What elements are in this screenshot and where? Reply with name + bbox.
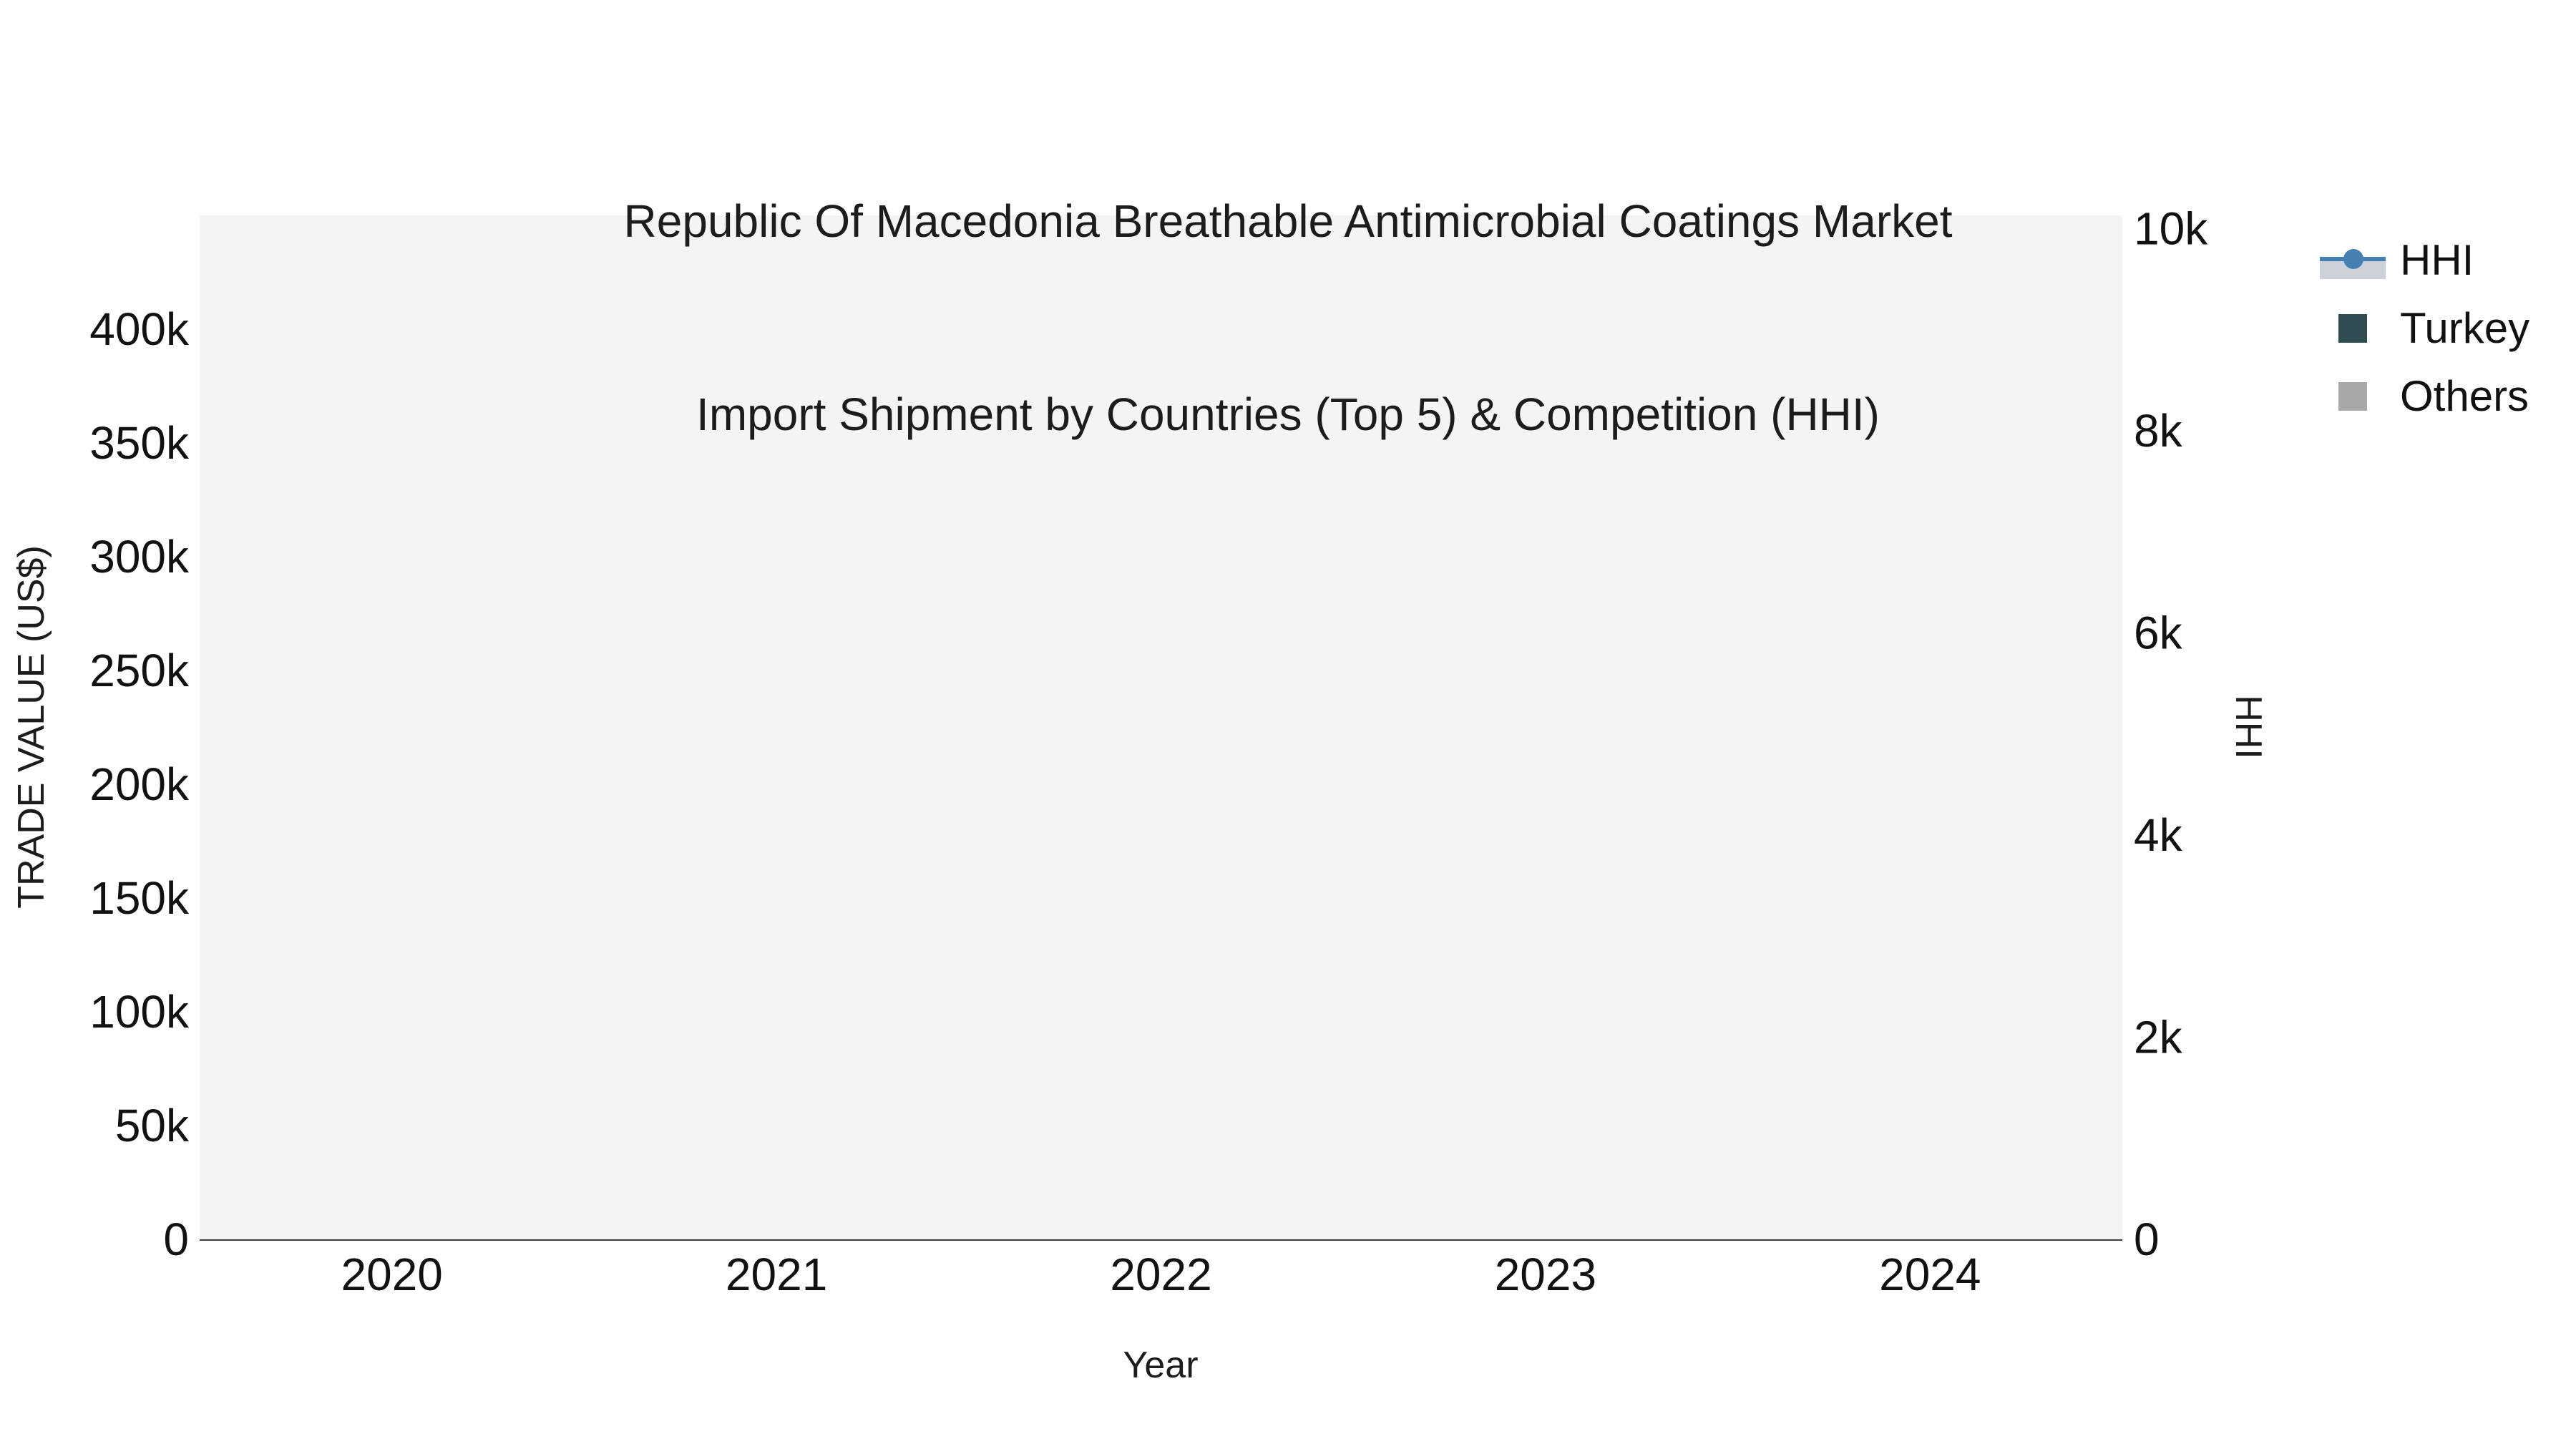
legend-item-turkey[interactable]: Turkey [2318, 294, 2529, 362]
y-left-tick: 0 [163, 1214, 189, 1265]
legend-label-others: Others [2400, 372, 2529, 420]
x-tick-2024: 2024 [1879, 1249, 1981, 1300]
x-tick-2022: 2022 [1110, 1249, 1211, 1300]
others-swatch [2338, 381, 2367, 411]
x-axis-title: Year [1123, 1345, 1199, 1386]
y-right-tick: 4k [2134, 809, 2183, 861]
legend-label-turkey: Turkey [2400, 304, 2530, 352]
x-tick-labels: 2020 2021 2022 2023 2024 [341, 1249, 1981, 1300]
y-left-tick: 200k [89, 758, 190, 810]
y-right-tick: 2k [2134, 1011, 2183, 1063]
x-tick-2020: 2020 [341, 1249, 443, 1300]
hhi-marker-swatch [2343, 248, 2363, 269]
hhi-legend-icon [2318, 235, 2390, 286]
y-left-tick: 100k [89, 986, 190, 1038]
turkey-swatch [2338, 313, 2367, 343]
y-right-tick: 8k [2134, 405, 2183, 457]
y-right-axis-title: HHI [2228, 695, 2269, 759]
y-left-tick: 50k [115, 1100, 190, 1151]
y-left-tick: 250k [89, 645, 190, 696]
y-right-tick: 0 [2134, 1214, 2160, 1265]
legend-label-hhi: HHI [2400, 236, 2474, 284]
y-left-tick: 150k [89, 872, 190, 924]
x-tick-2021: 2021 [726, 1249, 827, 1300]
y-right-tick-labels: 0 2k 4k 6k 8k 10k [2134, 203, 2208, 1265]
chart-title: Republic Of Macedonia Breathable Antimic… [0, 60, 2576, 575]
x-tick-2023: 2023 [1495, 1249, 1596, 1300]
y-left-axis-title: TRADE VALUE (US$) [11, 545, 52, 909]
y-left-tick-labels: 0 50k 100k 150k 200k 250k 300k 350k 400k [89, 303, 190, 1265]
legend: HHI Turkey Others [2318, 226, 2529, 430]
legend-item-hhi[interactable]: HHI [2318, 226, 2529, 294]
chart-title-line2: Import Shipment by Countries (Top 5) & C… [696, 389, 1880, 440]
y-left-tick: 400k [89, 303, 190, 355]
y-right-tick: 6k [2134, 607, 2183, 658]
chart-title-line1: Republic Of Macedonia Breathable Antimic… [623, 195, 1953, 247]
y-left-tick: 300k [89, 531, 190, 582]
legend-item-others[interactable]: Others [2318, 362, 2529, 430]
others-legend-icon [2318, 371, 2390, 421]
y-right-tick: 10k [2134, 203, 2208, 254]
turkey-legend-icon [2318, 303, 2390, 353]
y-left-tick: 350k [89, 417, 190, 469]
